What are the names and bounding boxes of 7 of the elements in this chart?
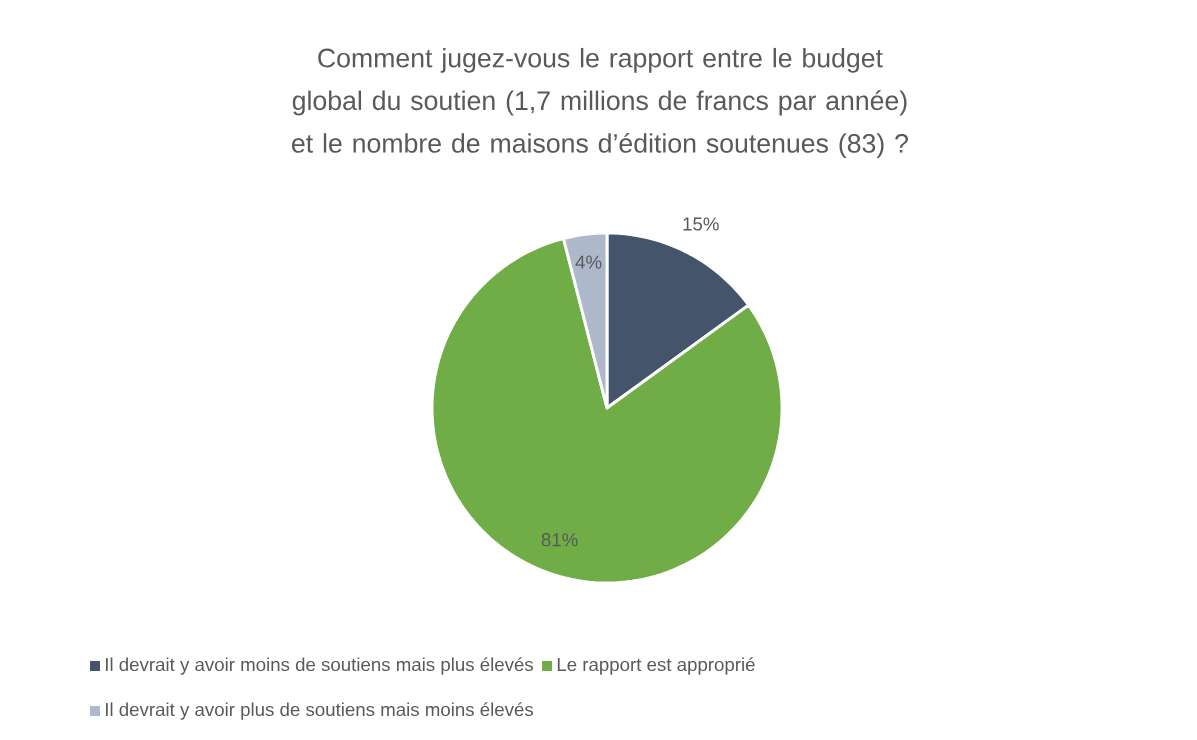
data-label: 4% [575, 255, 602, 269]
data-label: 15% [683, 217, 719, 231]
chart-title: Comment jugez-vous le rapport entre le budget global du soutien (1,7 millions de francs par année) et le nombre de maisons d’édition soutenues (83) ? [292, 47, 908, 159]
data-label: 81% [541, 533, 578, 547]
legend-label: Il devrait y avoir moins de soutiens mais plus élevés [105, 657, 534, 675]
legend-label: Il devrait y avoir plus de soutiens mais moins élevés [105, 702, 534, 720]
legend-label: Le rapport est approprié [557, 657, 755, 675]
